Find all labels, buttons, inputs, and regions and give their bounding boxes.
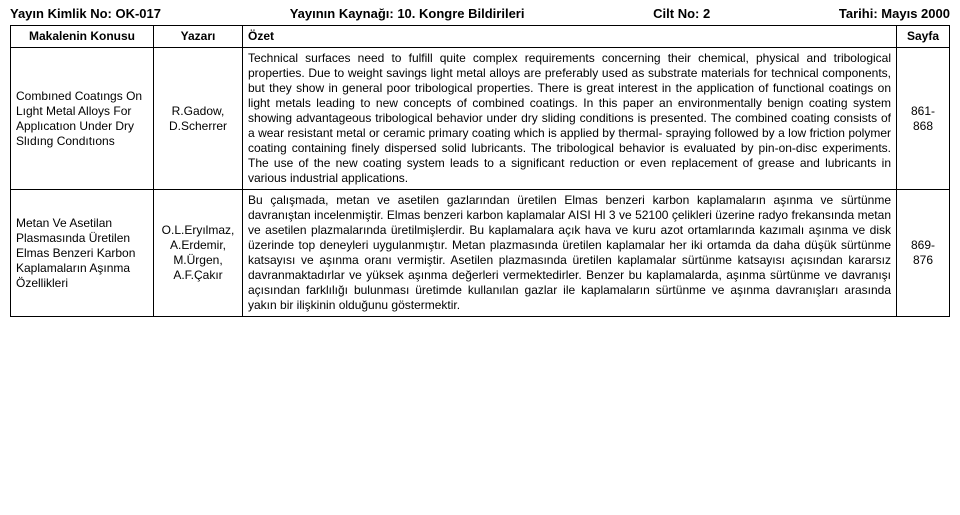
table-row: Metan Ve Asetilan Plasmasında Üretilen E… — [11, 190, 950, 317]
cell-author: O.L.Eryılmaz, A.Erdemir, M.Ürgen, A.F.Ça… — [154, 190, 243, 317]
col-header-page: Sayfa — [897, 26, 950, 48]
col-header-abstract: Özet — [243, 26, 897, 48]
pub-date: Tarihi: Mayıs 2000 — [839, 6, 950, 21]
pub-id: Yayın Kimlik No: OK-017 — [10, 6, 161, 21]
table-header-row: Makalenin Konusu Yazarı Özet Sayfa — [11, 26, 950, 48]
cell-subject: Metan Ve Asetilan Plasmasında Üretilen E… — [11, 190, 154, 317]
cell-subject: Combıned Coatıngs On Lıght Metal Alloys … — [11, 48, 154, 190]
pub-volume: Cilt No: 2 — [653, 6, 710, 21]
pub-source: Yayının Kaynağı: 10. Kongre Bildirileri — [290, 6, 525, 21]
cell-author: R.Gadow, D.Scherrer — [154, 48, 243, 190]
document-header: Yayın Kimlik No: OK-017 Yayının Kaynağı:… — [10, 6, 950, 21]
table-row: Combıned Coatıngs On Lıght Metal Alloys … — [11, 48, 950, 190]
cell-abstract: Bu çalışmada, metan ve asetilen gazların… — [243, 190, 897, 317]
col-header-subject: Makalenin Konusu — [11, 26, 154, 48]
cell-abstract: Technical surfaces need to fulfill quite… — [243, 48, 897, 190]
col-header-author: Yazarı — [154, 26, 243, 48]
cell-page: 869-876 — [897, 190, 950, 317]
articles-table: Makalenin Konusu Yazarı Özet Sayfa Combı… — [10, 25, 950, 317]
cell-page: 861-868 — [897, 48, 950, 190]
